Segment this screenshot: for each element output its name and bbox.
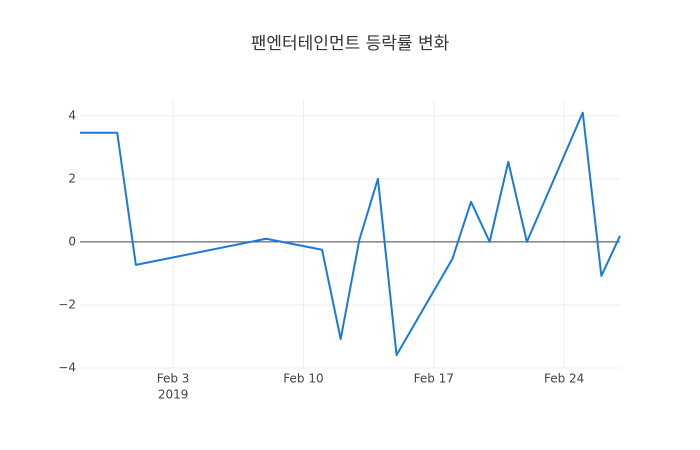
y-tick-label: 2 [68, 171, 76, 185]
line-series [80, 111, 621, 357]
y-tick-label: −2 [58, 297, 76, 311]
x-tick-label: Feb 3 [157, 372, 190, 386]
chart-title: 팬엔터테인먼트 등락률 변화 [251, 34, 450, 54]
y-tick-label: 0 [68, 234, 76, 248]
x-tick-label: Feb 24 [544, 372, 584, 386]
x-tick-label: Feb 17 [414, 372, 454, 386]
y-tick-label: −4 [58, 361, 76, 375]
y-tick-label: 4 [68, 108, 76, 122]
x-tick-label: Feb 10 [283, 372, 323, 386]
x-year-label: 2019 [158, 388, 189, 402]
